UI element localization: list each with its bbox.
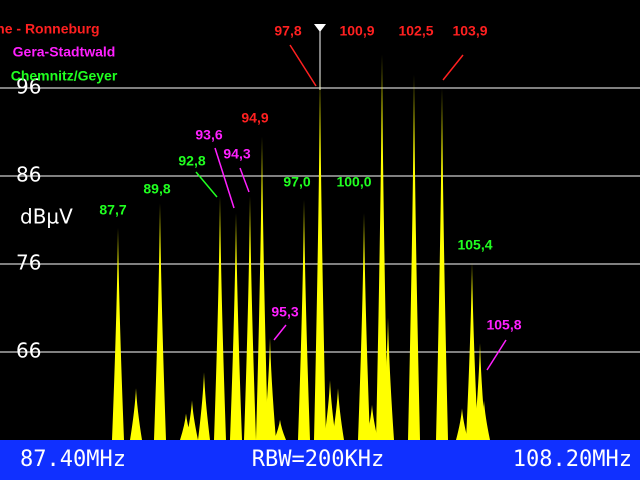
legend-entry: Südantenne - Ronneburg [0,21,100,37]
peak-label: 97,8 [274,23,301,39]
peak-label: 89,8 [143,181,170,197]
leader-line [273,324,287,341]
peak-label: 100,9 [339,23,374,39]
center-marker [314,24,326,32]
peak [130,388,142,440]
peak-label: 94,9 [241,110,268,126]
peak [198,372,210,440]
y-tick-label: 76 [16,251,41,275]
peak [408,74,420,441]
y-tick-label: 96 [16,75,41,99]
leader-line [442,54,464,81]
peak [358,212,370,440]
y-tick-label: 86 [16,163,41,187]
peak-label: 105,4 [457,237,492,253]
peak [332,388,344,440]
y-tick-label: 66 [16,339,41,363]
start-frequency: 87.40MHz [20,447,126,472]
peak [264,337,276,440]
peak-label: 87,7 [99,202,126,218]
peak [436,88,448,440]
y-axis-label: dBµV [20,205,73,229]
peak [376,54,388,441]
legend-entry: Chemnitz/Geyer [11,68,118,84]
peak-label: 93,6 [195,127,222,143]
peak-label: 100,0 [336,174,371,190]
stop-frequency: 108.20MHz [513,447,632,472]
legend-entry: Gera-Stadtwald [13,44,116,60]
status-bar [0,440,640,480]
peak [324,380,336,440]
leader-line [195,171,218,198]
peak-label: 95,3 [271,304,298,320]
leader-line [214,147,235,209]
leader-line [486,339,507,371]
peak [314,72,326,440]
peak [466,262,478,440]
peak [112,227,124,440]
peak-label: 105,8 [486,317,521,333]
peak-label: 94,3 [223,146,250,162]
peak-label: 102,5 [398,23,433,39]
peak [244,196,256,440]
peak [274,419,286,440]
peak [456,408,468,440]
peak [214,196,226,440]
rbw: RBW=200KHz [252,447,384,472]
peak [474,343,486,440]
peak-label: 92,8 [178,153,205,169]
peak-label: 97,0 [283,174,310,190]
peak [298,199,310,440]
peak [230,212,242,440]
peak [186,400,198,440]
leader-line [289,44,317,87]
peak [256,136,268,440]
peak-label: 103,9 [452,23,487,39]
peak [154,203,166,440]
leader-line [239,167,250,193]
